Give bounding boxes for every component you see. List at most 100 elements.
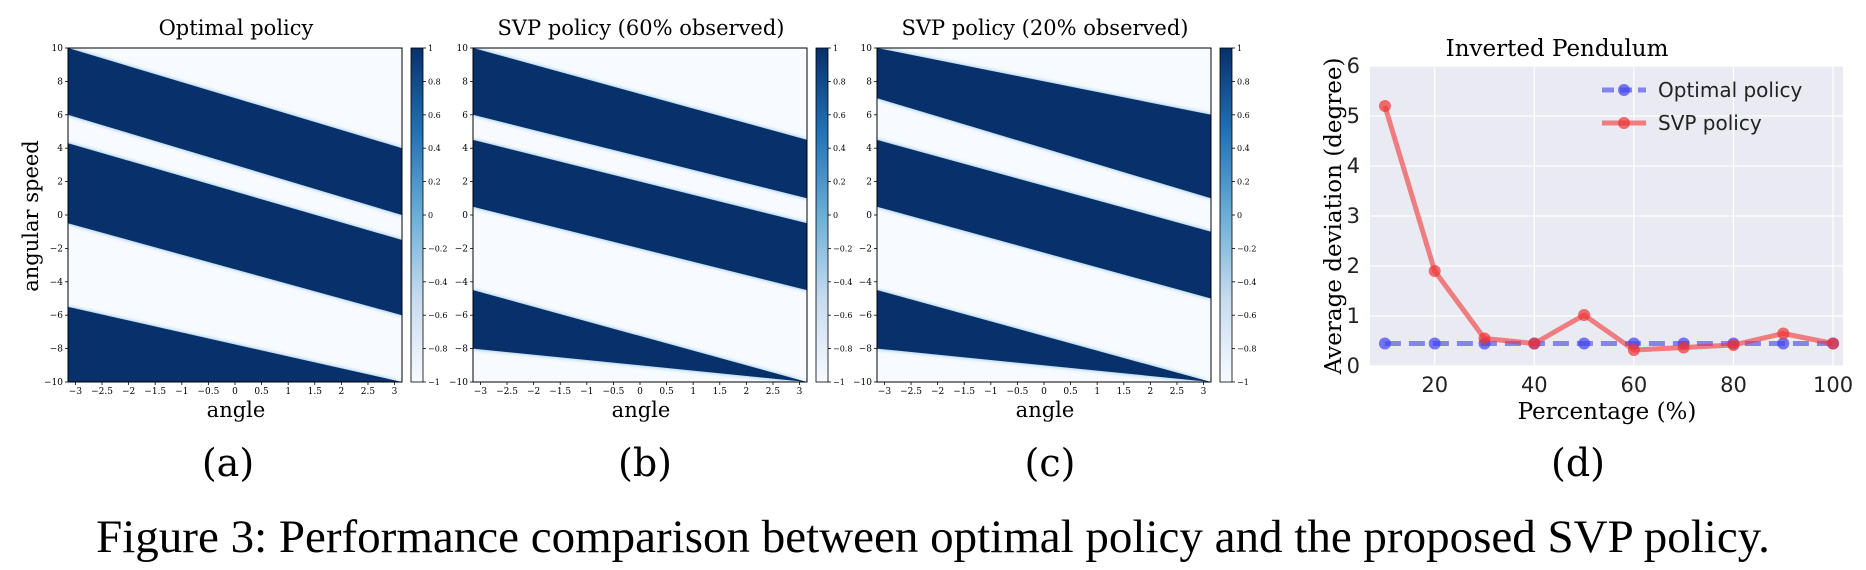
heatmap-b-ytick-label: 10 [457,44,469,54]
heatmap-b-xtick-label: 3 [797,387,803,397]
panel-a-title: Optimal policy [159,16,314,40]
colorbar-b-bar [815,47,829,383]
heatmap-c [876,47,1212,383]
heatmap-a-xtick-label: −1 [175,387,188,397]
colorbar-a-tick-label: 0.6 [428,111,441,120]
line-chart-ytick-label: 2 [1347,254,1360,278]
heatmap-a-xtick-label: 1 [285,387,291,397]
colorbar-a-tick-label: 1 [428,44,433,53]
heatmap-c-xtick-label: 1 [1094,387,1100,397]
heatmap-c-band-2 [877,139,1211,299]
heatmap-a-ytick-label: 4 [57,144,63,154]
colorbar-b-tick-label: 1 [833,44,838,53]
heatmap-c-xtick-label: −1 [984,387,997,397]
colorbar-c-tick-label: 1 [1237,44,1242,53]
colorbar-b: 1 0.8 0.6 0.4 0.2 0 −0.2 −0.4 −0.6 −0.8 −1 [815,44,852,387]
colorbar-a: 1 0.8 0.6 0.4 0.2 0 −0.2 −0.4 −0.6 −0.8 −1 [410,44,447,387]
heatmap-b-xtick-label: 2.5 [766,387,781,397]
heatmap-b [472,47,808,383]
heatmap-c-ytick-label: 8 [866,77,872,87]
panel-d-ylabel: Average deviation (degree) [1321,58,1347,376]
colorbar-a-tick-label: 0.4 [428,144,441,153]
panel-a-label: (a) [202,441,254,485]
heatmap-b-xtick-label: −2.5 [496,387,518,397]
line-chart-ytick-label: 0 [1347,354,1360,378]
colorbar-c-tick-label: 0 [1237,211,1242,220]
colorbar-c-tick-label: −0.6 [1237,311,1256,320]
series-2-point [1578,309,1591,321]
heatmap-b-ytick-label: 2 [462,178,468,188]
panel-c-label: (c) [1025,441,1076,485]
heatmap-b-yticks: 10 8 6 4 2 0 −2 −4 −6 −8 −10 [449,44,473,388]
colorbar-b-tick-label: 0.8 [833,77,846,86]
heatmap-b-ytick-label: 0 [462,211,468,221]
heatmap-c-ytick-label: 4 [866,144,872,154]
line-chart-ytick-label: 1 [1347,304,1360,328]
series-1-point [1777,337,1790,350]
panel-c-xlabel: angle [1016,398,1075,422]
panel-b: SVP policy (60% observed) −3 −2.5 −2 −1.5 −1… [449,16,852,485]
series-2-point [1528,337,1541,350]
heatmap-a-xtick-label: 0 [232,387,238,397]
panel-b-title: SVP policy (60% observed) [498,16,785,40]
heatmap-b-ytick-label: 8 [462,77,468,87]
heatmap-c-ytick-label: 6 [866,111,872,121]
colorbar-c-tick-label: 0.6 [1237,111,1250,120]
colorbar-c-tick-label: −0.4 [1237,278,1256,287]
line-chart-yticks: 0 1 2 3 4 5 6 [1347,54,1360,378]
panel-a: Optimal policy −3 −2.5 −2 −1.5 −1 −0.5 0 0.5 1 1.… [19,16,447,485]
heatmap-a-ytick-label: 8 [57,77,63,87]
heatmap-c-xtick-label: 1.5 [1117,387,1132,397]
line-chart-ytick-label: 4 [1347,154,1360,178]
colorbar-a-tick-label: −0.6 [428,311,447,320]
heatmap-b-band-2 [473,139,807,291]
heatmap-b-xticks: −3 −2.5 −2 −1.5 −1 −0.5 0 0.5 1 1.5 2 2.5 3 [474,382,803,397]
heatmap-b-xtick-label: −0.5 [602,387,624,397]
heatmap-a-xtick-label: −2 [122,387,135,397]
heatmap-c-ytick-label: 0 [866,211,872,221]
heatmap-a-ytick-label: −8 [50,345,64,355]
heatmap-a-xtick-label: 3 [392,387,398,397]
heatmap-c-band-1 [877,48,1211,199]
heatmap-a-ytick-label: 0 [57,211,63,221]
heatmap-b-xtick-label: −1.5 [549,387,571,397]
series-2-point [1478,332,1491,345]
heatmap-a-cells [68,48,402,382]
heatmap-c-band-3 [877,290,1211,382]
heatmap-b-xtick-label: 0.5 [659,387,674,397]
colorbar-c-tick-label: 0.4 [1237,144,1250,153]
heatmap-b-xtick-label: 2 [744,387,750,397]
series-1-point [1428,337,1441,350]
series-2-point [1378,100,1391,112]
heatmap-a-ytick-label: −10 [44,378,63,388]
heatmap-a-xticks: −3 −2.5 −2 −1.5 −1 −0.5 0 0.5 1 1.5 2 2.5 3 [69,382,398,397]
heatmap-a-xtick-label: 2.5 [361,387,376,397]
colorbar-b-tick-label: 0 [833,211,838,220]
line-chart-xtick-label: 60 [1621,373,1648,397]
series-2-point [1827,337,1840,350]
colorbar-b-tick-label: −0.8 [833,345,852,354]
heatmap-b-ytick-label: 4 [462,144,468,154]
line-chart-xtick-label: 80 [1720,373,1747,397]
colorbar-c-tick-label: 0.8 [1237,77,1250,86]
heatmap-a-ytick-label: 6 [57,111,63,121]
colorbar-b-tick-label: 0.6 [833,111,846,120]
heatmap-c-cells [877,48,1211,382]
heatmap-a-ytick-label: −4 [50,278,64,288]
line-chart-xtick-label: 40 [1521,373,1548,397]
line-chart-ytick-label: 6 [1347,54,1360,78]
colorbar-c-tick-label: −1 [1237,378,1249,387]
series-2-point [1727,339,1740,351]
line-chart-xtick-label: 100 [1813,373,1853,397]
heatmap-b-ytick-label: −10 [449,378,468,388]
panel-c-title: SVP policy (20% observed) [902,16,1189,40]
colorbar-c: 1 0.8 0.6 0.4 0.2 0 −0.2 −0.4 −0.6 −0.8 −1 [1219,44,1256,387]
heatmap-b-xtick-label: −3 [474,387,488,397]
heatmap-b-xtick-label: 1 [690,387,696,397]
heatmap-c-ytick-label: 10 [861,44,873,54]
colorbar-c-tick-label: −0.2 [1237,244,1256,253]
heatmap-b-xtick-label: −1 [580,387,593,397]
heatmap-c-ytick-label: −8 [859,345,873,355]
colorbar-a-tick-label: 0 [428,211,433,220]
colorbar-a-tick-label: −0.4 [428,278,447,287]
